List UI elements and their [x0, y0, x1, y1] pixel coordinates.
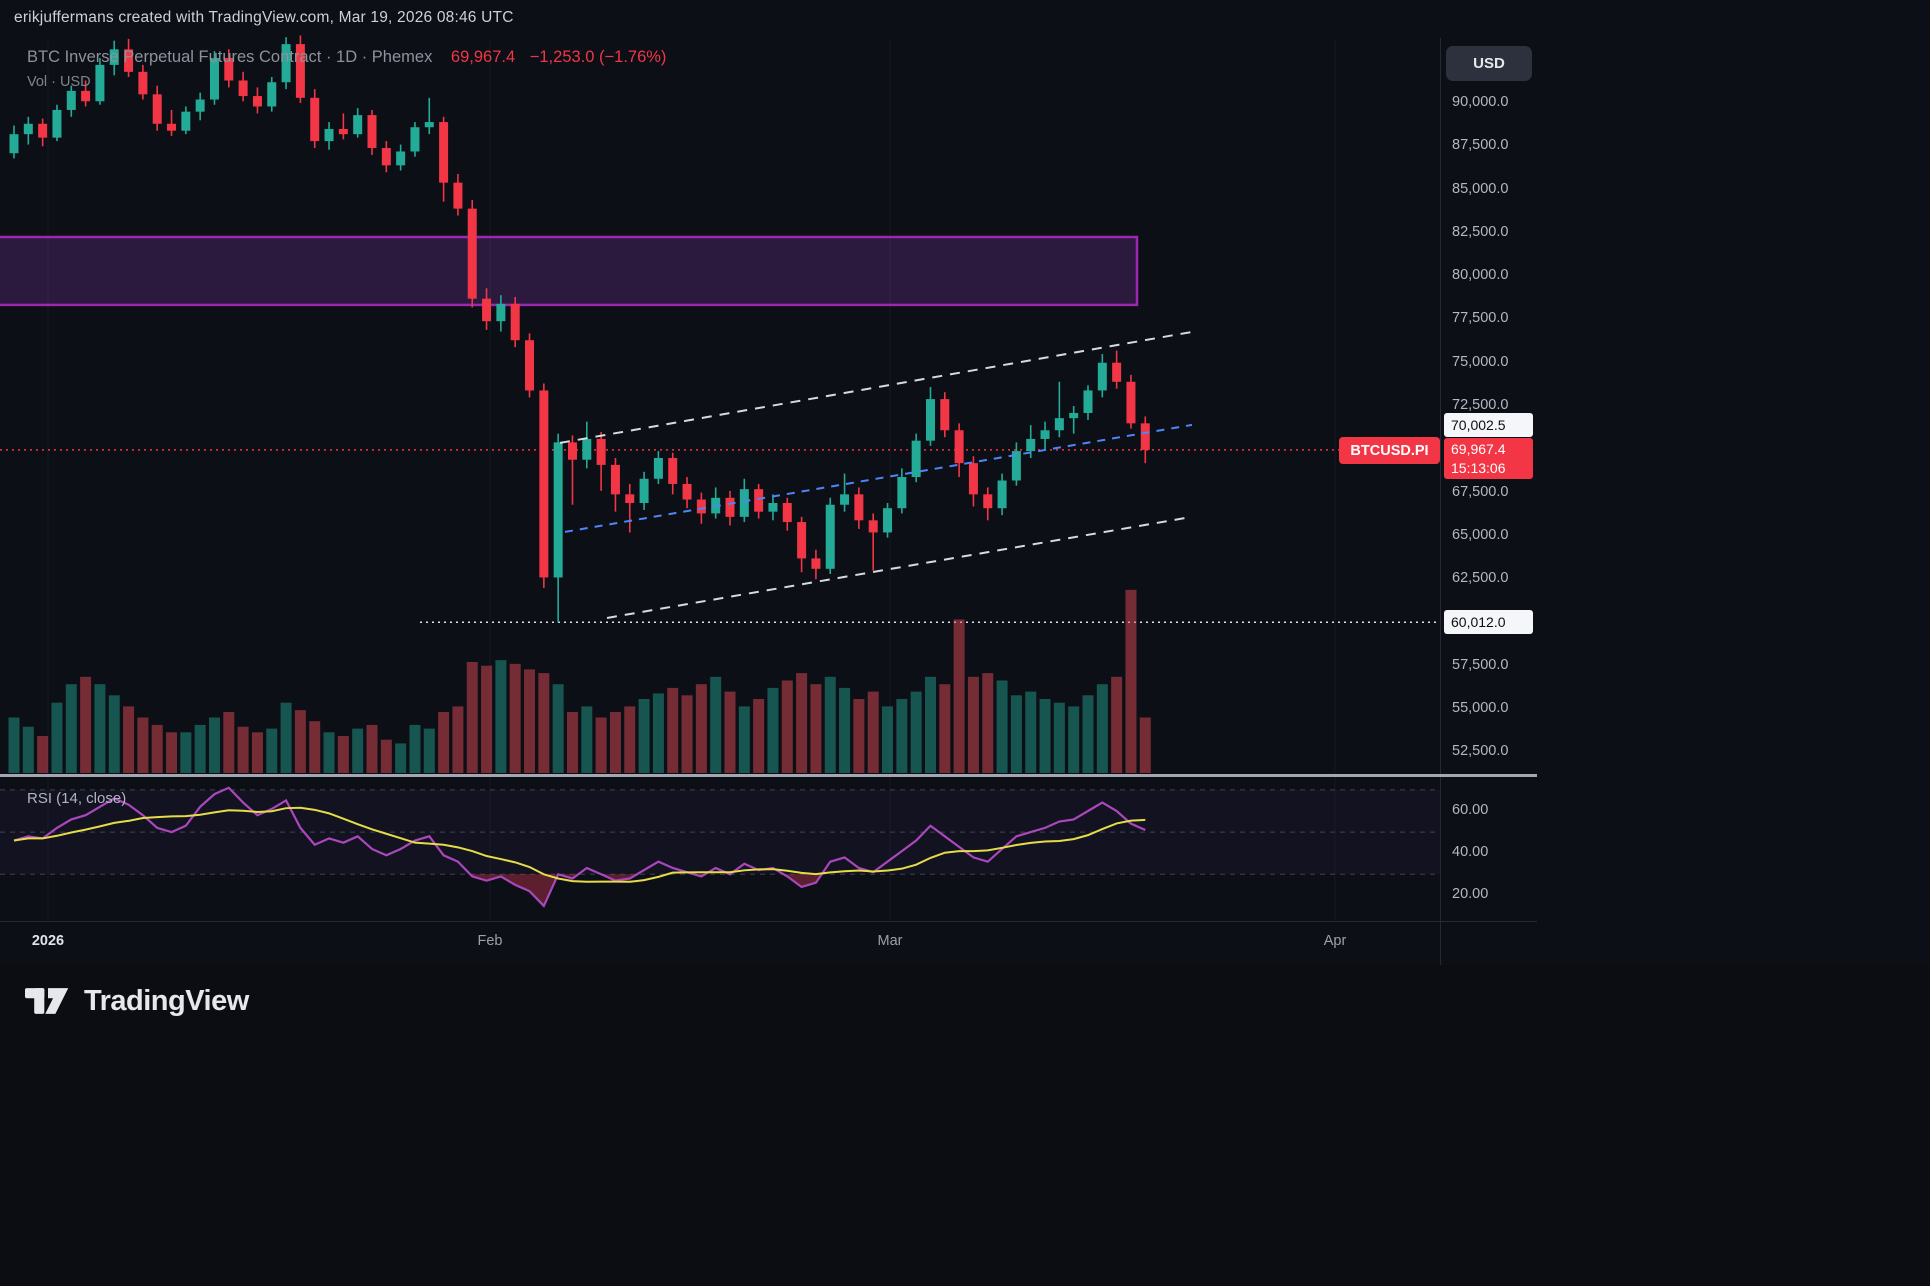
price-axis-label: 65,000.0	[1452, 526, 1509, 543]
chart-legend: BTC Inverse Perpetual Futures Contract ·…	[27, 48, 666, 90]
price-axis-label: 52,500.0	[1452, 743, 1509, 760]
pane-separator[interactable]	[0, 774, 1537, 777]
rsi-axis-label: 40.00	[1452, 844, 1489, 861]
price-axis[interactable]: USD 90,000.0 87,500.0 85,000.0 82,500.0 80,0…	[1440, 0, 1537, 965]
rsi-indicator-label[interactable]: RSI (14, close)	[27, 790, 127, 807]
symbol-title[interactable]: BTC Inverse Perpetual Futures Contract ·…	[27, 48, 433, 66]
volume-indicator-label[interactable]: Vol · USD	[27, 74, 91, 90]
tradingview-logo[interactable]: TradingView	[25, 982, 249, 1020]
price-axis-label: 57,500.0	[1452, 656, 1509, 673]
legend-symbol-line: BTC Inverse Perpetual Futures Contract ·…	[27, 48, 666, 67]
price-axis-label: 62,500.0	[1452, 570, 1509, 587]
time-axis-label: Feb	[477, 933, 503, 949]
price-axis-label: 67,500.0	[1452, 483, 1509, 500]
bar-countdown: 15:13:06	[1451, 460, 1506, 476]
price-alert-label-upper: 70,002.5	[1444, 413, 1533, 437]
price-axis-label: 80,000.0	[1452, 267, 1509, 284]
rsi-axis-label: 60.00	[1452, 802, 1489, 818]
bottom-background	[0, 965, 1930, 1286]
price-change-readout: −1,253.0 (−1.76%)	[529, 48, 667, 66]
symbol-price-tag[interactable]: BTCUSD.PI	[1339, 437, 1440, 464]
price-axis-label: 75,000.0	[1452, 353, 1509, 370]
price-axis-label: 77,500.0	[1452, 310, 1509, 327]
last-price-tag: 69,967.4 15:13:06	[1444, 438, 1533, 479]
tradingview-wordmark: TradingView	[84, 984, 249, 1017]
tradingview-logo-icon	[25, 988, 69, 1014]
attribution-text: erikjuffermans created with TradingView.…	[14, 9, 514, 26]
footer: TradingView	[25, 982, 249, 1020]
price-axis-label: 90,000.0	[1452, 94, 1509, 110]
attribution-bar: erikjuffermans created with TradingView.…	[14, 9, 514, 27]
price-axis-label: 55,000.0	[1452, 700, 1509, 717]
axis-divider	[1440, 38, 1441, 965]
last-price-readout: 69,967.4	[450, 48, 516, 66]
legend-indicator-line: Vol · USD	[27, 74, 666, 90]
time-axis-label: 2026	[31, 933, 65, 949]
price-axis-label: 85,000.0	[1452, 180, 1509, 197]
price-alert-label-lower: 60,012.0	[1444, 610, 1533, 634]
time-axis-label: Mar	[877, 933, 903, 949]
time-axis-label: Apr	[1323, 933, 1347, 949]
price-axis-label: 87,500.0	[1452, 137, 1509, 154]
rsi-axis-label: 20.00	[1452, 886, 1489, 903]
time-axis[interactable]: 2026 Feb Mar Apr	[0, 921, 1537, 966]
price-axis-label: 82,500.0	[1452, 223, 1509, 240]
last-price-value: 69,967.4	[1451, 441, 1506, 457]
currency-toggle-button[interactable]: USD	[1446, 46, 1532, 81]
price-axis-label: 72,500.0	[1452, 397, 1509, 414]
